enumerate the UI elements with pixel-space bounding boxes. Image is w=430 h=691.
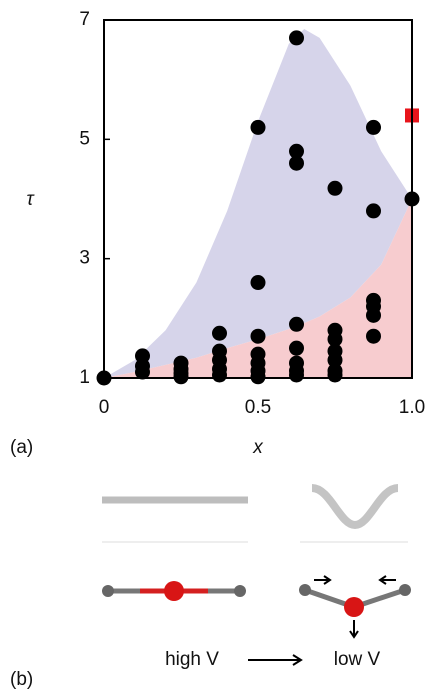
data-point	[251, 329, 266, 344]
x-tick-label: 0	[99, 397, 110, 418]
data-point	[366, 329, 381, 344]
data-point	[366, 203, 381, 218]
data-point	[289, 341, 304, 356]
data-point	[212, 326, 227, 341]
caption: high V	[165, 649, 219, 670]
data-point	[366, 120, 381, 135]
data-point	[289, 368, 304, 383]
data-point	[251, 120, 266, 135]
data-point	[328, 368, 343, 383]
data-point	[289, 156, 304, 171]
y-tick-label: 7	[79, 9, 90, 30]
y-tick-label: 1	[79, 367, 90, 388]
panel-label: (a)	[10, 437, 33, 458]
regions	[104, 29, 412, 378]
y-tick-label: 5	[79, 128, 90, 149]
data-point	[289, 30, 304, 45]
y-tick-label: 3	[79, 248, 90, 269]
data-point	[174, 369, 189, 384]
y-axis-label: τ	[26, 189, 35, 210]
panel-label: (b)	[10, 669, 33, 690]
caption: low V	[334, 649, 381, 670]
data-point	[212, 368, 227, 383]
data-point	[289, 317, 304, 332]
data-point	[366, 308, 381, 323]
data-point	[328, 181, 343, 196]
x-tick-label: 1.0	[399, 397, 425, 418]
x-axis-label: x	[252, 437, 264, 458]
data-point	[251, 275, 266, 290]
illustration	[102, 488, 411, 665]
x-tick-label: 0.5	[245, 397, 271, 418]
figure: τ x (a) (b) high V low V 1 3 5 7 0 0.5 1.0	[0, 0, 430, 691]
